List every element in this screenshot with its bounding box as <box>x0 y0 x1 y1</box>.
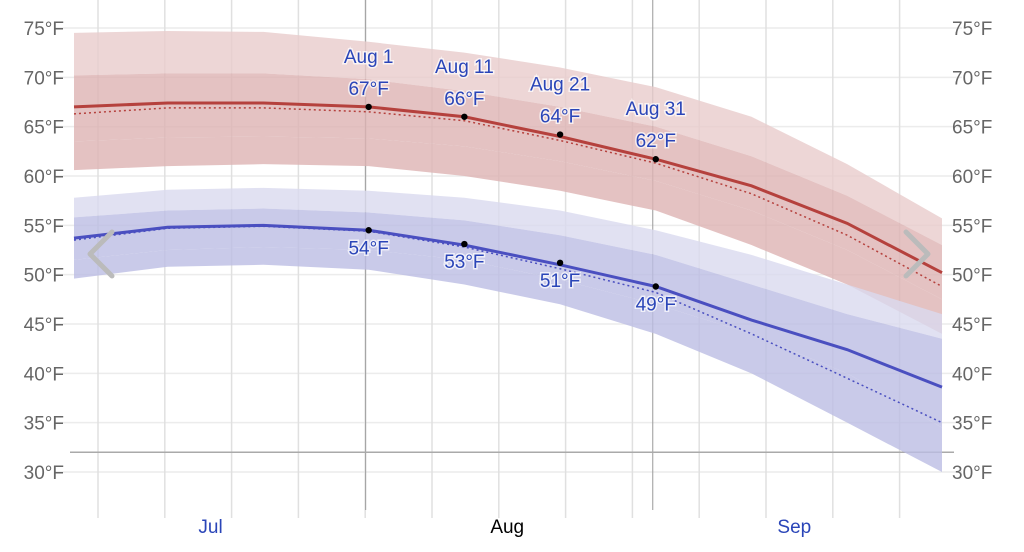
annotation-high: 67°F <box>348 79 388 100</box>
annotation-low: 54°F <box>348 238 388 259</box>
y-tick-label-left: 35°F <box>24 414 64 435</box>
y-tick-label-right: 40°F <box>952 364 992 385</box>
high-point <box>652 156 659 163</box>
high-band-core <box>74 73 942 300</box>
annotation-high: 64°F <box>540 107 580 128</box>
y-tick-label-left: 75°F <box>24 19 64 40</box>
annotation-date: Aug 21 <box>530 75 590 96</box>
low-point <box>556 259 564 267</box>
annotation-high: 66°F <box>444 89 484 110</box>
y-tick-label-right: 75°F <box>952 19 992 40</box>
high-line <box>73 101 943 275</box>
low-band-core <box>74 208 942 428</box>
next-button[interactable] <box>903 229 931 279</box>
y-tick-label-left: 30°F <box>24 463 64 484</box>
y-tick-label-left: 40°F <box>24 364 64 385</box>
y-tick-label-right: 30°F <box>952 463 992 484</box>
y-tick-label-left: 55°F <box>24 216 64 237</box>
annotation-high: 62°F <box>636 131 676 152</box>
high-band-upper <box>74 30 942 246</box>
low-band-upper <box>74 187 942 339</box>
month-label: Sep <box>777 517 811 538</box>
low-line <box>73 223 943 389</box>
month-label: Aug <box>490 517 524 538</box>
annotation-date: Aug 11 <box>435 57 494 78</box>
annotation-low: 49°F <box>636 295 676 316</box>
x-axis: Jul Aug Sep <box>198 517 811 538</box>
high-point <box>365 103 372 111</box>
lines <box>73 101 943 424</box>
y-axis: 30°F 30°F 35°F 35°F 40°F 40°F 45°F 45°F 50°F 50°F… <box>24 19 993 484</box>
annotation-date: Aug 31 <box>626 99 686 120</box>
chevron-left-icon[interactable] <box>87 229 115 279</box>
annotation-low: 53°F <box>444 252 484 273</box>
y-tick-label-right: 35°F <box>952 414 992 435</box>
low-point <box>365 227 372 234</box>
chevron-right-icon[interactable] <box>903 229 931 279</box>
annotation-low: 51°F <box>540 271 580 292</box>
annotations: Aug 1 67°F 54°F Aug 11 66°F 53°F Aug 21 64°F 51°… <box>342 45 687 317</box>
bands <box>74 30 942 472</box>
y-tick-label-right: 55°F <box>952 216 992 237</box>
low-point <box>652 283 659 290</box>
month-label: Jul <box>198 517 222 538</box>
y-tick-label-right: 50°F <box>952 266 992 287</box>
high-point <box>556 131 564 138</box>
y-tick-label-right: 70°F <box>952 68 992 89</box>
y-tick-label-left: 60°F <box>24 167 64 188</box>
y-tick-label-left: 65°F <box>24 118 64 139</box>
y-tick-label-right: 45°F <box>952 315 992 336</box>
low-band-lower <box>74 247 942 472</box>
high-point <box>461 113 468 120</box>
high-dotted-line <box>73 107 943 288</box>
annotation-date: Aug 1 <box>344 47 394 68</box>
y-tick-label-left: 50°F <box>24 266 64 287</box>
high-band-lower <box>74 136 942 334</box>
low-point <box>461 240 468 248</box>
prev-button[interactable] <box>87 229 115 279</box>
y-tick-label-right: 60°F <box>952 167 992 188</box>
y-tick-label-left: 70°F <box>24 68 64 89</box>
y-tick-label-left: 45°F <box>24 315 64 336</box>
y-tick-label-right: 65°F <box>952 118 992 139</box>
low-dotted-line <box>73 225 943 424</box>
